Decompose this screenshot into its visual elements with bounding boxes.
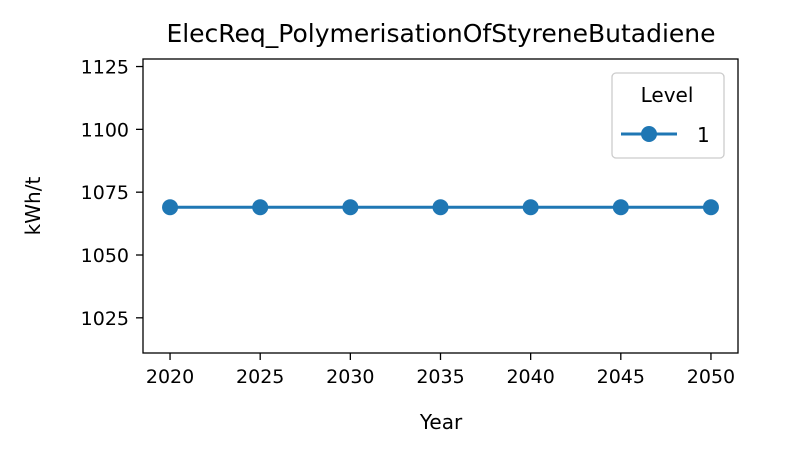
x-tick-label: 2050 (687, 366, 735, 388)
y-tick-label: 1100 (81, 119, 129, 141)
series-layer (162, 199, 719, 216)
y-axis: 1025 1050 1075 1100 1125 (81, 57, 143, 330)
data-point (342, 199, 359, 216)
x-tick-label: 2030 (326, 366, 374, 388)
legend-series-label: 1 (697, 123, 710, 147)
x-tick-label: 2045 (597, 366, 645, 388)
data-point (612, 199, 629, 216)
legend-series-marker (641, 126, 657, 142)
x-axis-label: Year (419, 410, 463, 434)
legend-frame (611, 72, 725, 159)
data-point (252, 199, 269, 216)
data-point (162, 199, 179, 216)
data-point (702, 199, 719, 216)
x-tick-label: 2020 (146, 366, 194, 388)
x-axis: 2020 2025 2030 2035 2040 2045 2050 (146, 353, 735, 388)
data-point (522, 199, 539, 216)
y-tick-label: 1075 (81, 182, 129, 204)
y-axis-label: kWh/t (21, 177, 45, 236)
y-tick-label: 1125 (81, 57, 129, 79)
legend-title: Level (641, 83, 694, 107)
chart-title: ElecReq_PolymerisationOfStyreneButadiene (166, 19, 715, 48)
y-tick-label: 1050 (81, 245, 129, 267)
legend: Level 1 (611, 72, 725, 159)
x-tick-label: 2040 (506, 366, 554, 388)
data-point (432, 199, 449, 216)
x-tick-label: 2025 (236, 366, 284, 388)
y-tick-label: 1025 (81, 308, 129, 330)
x-tick-label: 2035 (416, 366, 464, 388)
